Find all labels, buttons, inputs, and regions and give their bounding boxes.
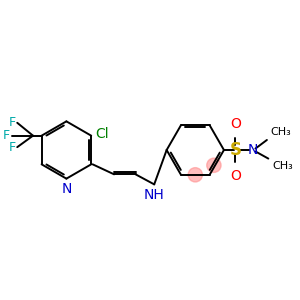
Text: Cl: Cl bbox=[95, 127, 109, 141]
Text: NH: NH bbox=[144, 188, 165, 202]
Text: F: F bbox=[9, 141, 16, 154]
Text: N: N bbox=[61, 182, 72, 196]
Text: F: F bbox=[3, 129, 10, 142]
Circle shape bbox=[207, 158, 221, 172]
Text: F: F bbox=[9, 116, 16, 129]
Circle shape bbox=[188, 168, 202, 182]
Text: CH₃: CH₃ bbox=[271, 127, 291, 137]
Text: O: O bbox=[230, 117, 241, 131]
Text: O: O bbox=[230, 169, 241, 183]
Text: N: N bbox=[248, 143, 258, 157]
Text: CH₃: CH₃ bbox=[272, 161, 293, 172]
Text: S: S bbox=[230, 141, 242, 159]
